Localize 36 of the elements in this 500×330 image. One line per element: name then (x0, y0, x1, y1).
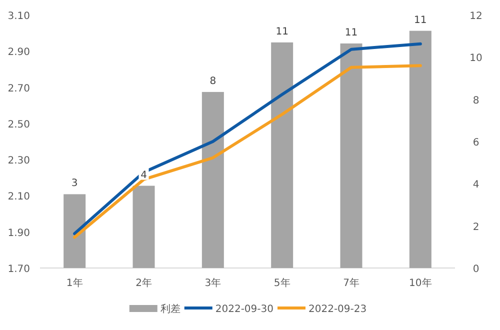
y2-tick-label: 4 (472, 180, 480, 191)
x-tick-label: 10年 (409, 277, 432, 289)
bar (409, 30, 432, 268)
y2-tick-label: 10 (470, 53, 482, 64)
x-tick-label: 7年 (343, 277, 360, 289)
y-tick-label: 2.90 (8, 47, 30, 58)
y2-tick-label: 0 (472, 264, 480, 275)
y2-tick-label: 8 (472, 95, 480, 106)
y2-tick-label: 6 (472, 138, 480, 148)
y-tick-label: 2.10 (8, 192, 30, 203)
bar (132, 186, 155, 268)
y2-tick-label: 12 (470, 11, 482, 22)
x-tick-label: 3年 (204, 277, 222, 289)
data-label: 11 (414, 14, 427, 26)
legend-label: 2022-09-30 (215, 304, 274, 315)
y-tick-label: 2.70 (8, 83, 30, 94)
y-tick-label: 2.50 (8, 119, 30, 130)
data-label: 3 (71, 178, 78, 190)
y-tick-label: 1.90 (8, 228, 30, 239)
bar (202, 92, 224, 268)
data-label: 11 (344, 27, 358, 38)
x-tick-label: 1年 (66, 277, 83, 289)
x-tick-label: 5年 (274, 277, 290, 289)
bar (271, 42, 294, 268)
legend-label: 利差 (160, 303, 180, 315)
bar (340, 43, 362, 268)
data-label: 8 (210, 76, 216, 87)
y-tick-label: 3.10 (8, 11, 30, 22)
data-label: 11 (276, 26, 288, 38)
y-tick-label: 2.30 (8, 156, 30, 167)
y-tick-label: 1.70 (8, 264, 30, 275)
legend-label: 2022-09-23 (308, 304, 367, 315)
data-label: 4 (140, 170, 147, 181)
bar (64, 194, 86, 268)
x-tick-label: 2年 (136, 277, 152, 289)
y2-tick-label: 2 (472, 222, 480, 233)
